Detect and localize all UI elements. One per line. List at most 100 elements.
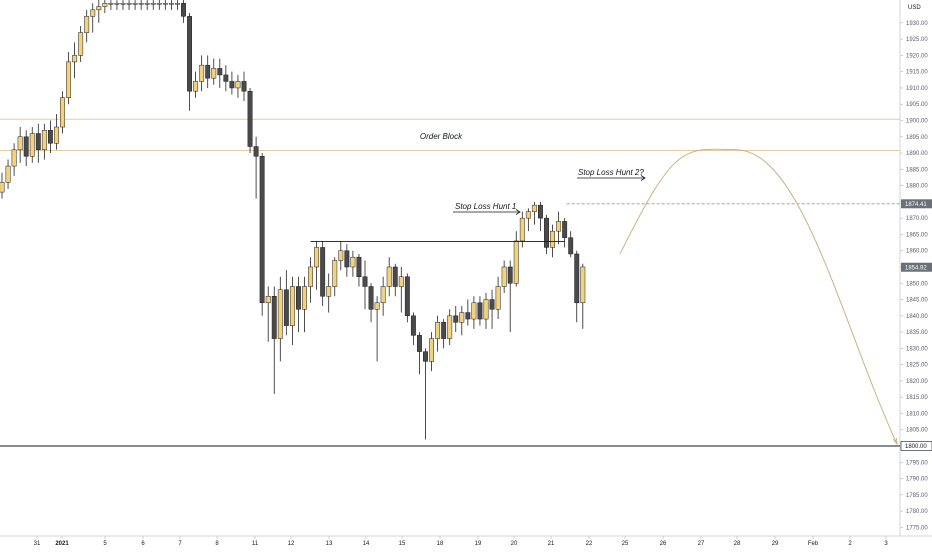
stop-loss-hunt-1-label: Stop Loss Hunt 1: [455, 202, 516, 211]
price-tick-label: 1810.00: [906, 411, 928, 417]
candle: [114, 0, 120, 10]
date-tick-label: 28: [734, 541, 741, 547]
currency-label: USD: [908, 5, 921, 11]
candle: [199, 55, 205, 92]
candle: [271, 286, 277, 394]
price-tick-label: 1840.00: [906, 314, 928, 320]
candle-body-up: [114, 3, 120, 5]
candle-body-down: [241, 81, 247, 92]
candle: [156, 0, 162, 10]
date-tick-label: 3: [884, 541, 888, 547]
candle-body-up: [126, 3, 132, 5]
date-tick-label: 20: [511, 541, 518, 547]
candle-body-up: [459, 312, 465, 323]
arrow-head: [515, 209, 521, 215]
price-tag-text: 1800.00: [905, 444, 927, 450]
candle: [283, 270, 289, 336]
candle: [314, 240, 320, 290]
price-tick-label: 1895.00: [906, 135, 928, 141]
candle-body-down: [538, 204, 543, 219]
candle: [23, 130, 29, 167]
candle-body-up: [120, 3, 126, 5]
candle: [211, 58, 217, 85]
price-tick-label: 1780.00: [906, 509, 928, 515]
candle-body-up: [556, 221, 562, 232]
date-tick-label: 26: [660, 541, 667, 547]
projection-path: [619, 148, 898, 445]
order-block-label: Order Block: [420, 132, 463, 141]
candle-body-up: [150, 3, 156, 5]
price-labels: 1874.41 1854.92 1800.00: [900, 199, 932, 451]
price-tag-bg: [900, 441, 932, 451]
candle-body-up: [550, 230, 555, 248]
price-tick-label: 1870.00: [906, 216, 928, 222]
candle: [96, 0, 102, 23]
candle-body-down: [568, 237, 574, 255]
candle: [5, 159, 11, 189]
candle-body-down: [223, 74, 229, 82]
date-tick-label: 29: [772, 541, 779, 547]
candle-body-down: [368, 286, 374, 310]
candle: [259, 153, 265, 316]
date-tick-label: 11: [252, 541, 259, 547]
candle: [265, 286, 271, 342]
stop-hunt-price-tag: 1874.41: [901, 199, 932, 209]
candle: [417, 332, 422, 375]
date-tick-label: 5: [103, 541, 107, 547]
candle-body-up: [96, 6, 102, 11]
candle-body-up: [72, 55, 78, 63]
candle-body-up: [54, 126, 59, 144]
price-tick-label: 1880.00: [906, 184, 928, 190]
candle-body-up: [495, 286, 501, 310]
candle: [392, 263, 398, 297]
candle-body-down: [35, 133, 41, 151]
candle: [429, 332, 435, 372]
arrow-head: [640, 175, 646, 181]
candle: [17, 127, 23, 163]
candle: [296, 276, 301, 333]
price-tick-label: 1775.00: [906, 525, 928, 531]
candle-body-up: [168, 3, 174, 5]
candle: [441, 319, 447, 349]
candle: [41, 123, 47, 160]
date-tick-label: 2021: [55, 541, 69, 547]
candle: [404, 273, 410, 323]
date-tick-label: 13: [326, 541, 333, 547]
candle: [29, 127, 35, 163]
candle: [368, 283, 374, 323]
candle: [380, 276, 386, 316]
candle-body-up: [429, 338, 435, 362]
candle: [386, 257, 392, 297]
candle: [205, 55, 211, 88]
candle-body-up: [108, 3, 114, 5]
date-tick-label: 19: [475, 541, 482, 547]
candle-body-down: [247, 90, 253, 147]
candle: [320, 240, 326, 307]
candle: [423, 348, 428, 440]
stop-loss-hunt-1-arrow: [453, 209, 521, 215]
stop-loss-hunt-2-arrow: [577, 175, 646, 181]
candle-body-up: [156, 3, 162, 5]
price-tag-text: 1874.41: [905, 202, 927, 208]
projection-arrow-head: [892, 437, 898, 446]
candle-body-down: [320, 247, 326, 297]
candle: [326, 273, 332, 313]
candle: [489, 289, 495, 329]
price-tick-label: 1835.00: [906, 330, 928, 336]
candle-body-up: [338, 250, 344, 261]
candle: [507, 260, 513, 333]
price-tag-bg: [901, 262, 932, 272]
candle-body-up: [380, 286, 386, 304]
date-tick-label: 31: [34, 541, 41, 547]
price-tick-label: 1910.00: [906, 86, 928, 92]
price-tick-label: 1905.00: [906, 102, 928, 108]
candle: [447, 309, 453, 346]
candle-body-down: [574, 253, 580, 304]
date-tick-label: 22: [586, 541, 593, 547]
price-tick-label: 1805.00: [906, 428, 928, 434]
price-tick-label: 1820.00: [906, 379, 928, 385]
candle-body-down: [47, 130, 53, 144]
date-tick-label: 21: [548, 541, 555, 547]
